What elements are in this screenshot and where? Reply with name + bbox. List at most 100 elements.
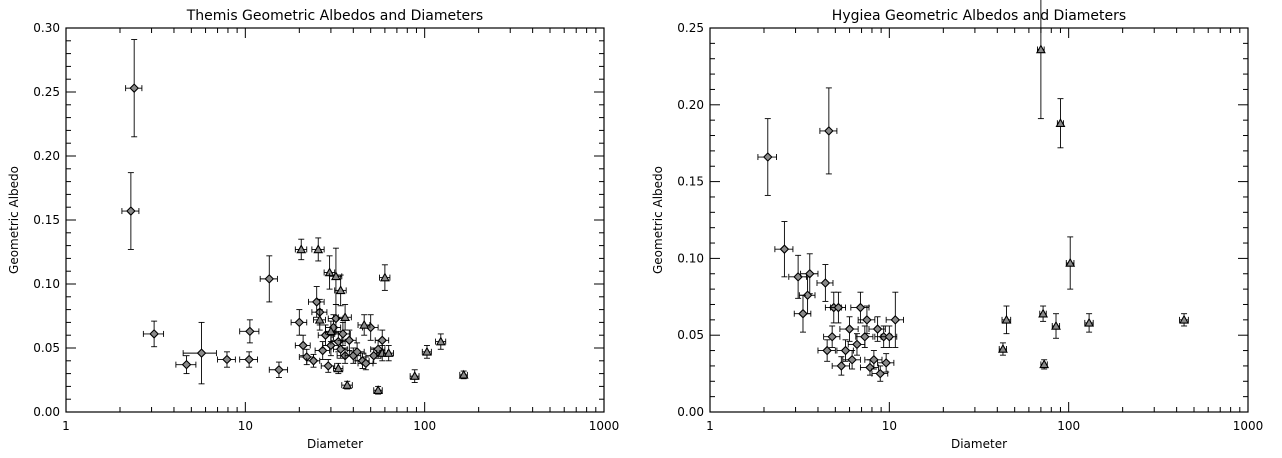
triangle-marker (1179, 314, 1189, 324)
data-point (239, 319, 260, 344)
diamond-marker (827, 331, 837, 342)
data-point (370, 339, 386, 359)
data-point (313, 309, 326, 331)
plot-frame (709, 27, 1249, 413)
data-point (1051, 313, 1061, 339)
diamond-marker (377, 335, 388, 346)
diamond-marker (824, 126, 834, 136)
triangle-marker (1035, 44, 1046, 54)
diamond-marker (244, 354, 254, 365)
y-tick-label: 0.00 (677, 405, 704, 419)
x-axis-label: Diameter (307, 437, 363, 451)
triangle-marker (325, 326, 336, 336)
diamond-marker (872, 324, 883, 334)
diamond-marker (890, 315, 901, 325)
data-point (290, 309, 308, 336)
diamond-marker (869, 354, 879, 365)
data-point (458, 369, 469, 380)
data-point (175, 355, 197, 375)
data-point (333, 362, 344, 375)
triangle-marker (998, 343, 1008, 353)
data-point (268, 361, 289, 378)
data-point (373, 385, 384, 395)
data-point (334, 321, 351, 346)
diamond-marker (365, 322, 376, 333)
diamond-marker (333, 336, 344, 347)
data-point (121, 172, 140, 250)
triangle-marker (342, 379, 353, 389)
data-point (259, 255, 278, 303)
triangle-marker (383, 347, 394, 357)
chart-panel-1: Themis Geometric Albedos and Diameters 1 1… (7, 8, 619, 451)
diamond-marker (836, 361, 847, 371)
diamond-marker (779, 244, 790, 254)
y-tick-label: 0.25 (33, 85, 60, 99)
diamond-marker (798, 308, 808, 319)
triangle-marker (435, 336, 446, 346)
y-axis-label: Geometric Albedo (7, 166, 21, 274)
triangle-marker (409, 371, 420, 380)
data-point (817, 339, 836, 362)
triangle-marker (422, 346, 432, 356)
triangle-marker (379, 272, 390, 282)
chart-title: Hygiea Geometric Albedos and Diameters (832, 8, 1126, 24)
diamond-marker (875, 368, 886, 379)
data-point (142, 320, 165, 348)
x-tick-label: 10 (238, 419, 253, 433)
y-tick-label: 0.10 (677, 251, 704, 265)
data-point (323, 255, 336, 290)
diamond-marker (847, 354, 857, 365)
data-point (877, 353, 895, 373)
data-point (823, 325, 841, 348)
data-point (421, 344, 432, 359)
diamond-marker (860, 331, 870, 342)
x-tick-label: 1 (62, 419, 70, 433)
plot-frame (65, 27, 605, 413)
data-point (334, 274, 347, 307)
data-point (341, 379, 353, 390)
data-point (294, 334, 311, 357)
diamond-marker (298, 340, 308, 351)
triangle-marker (1051, 320, 1061, 330)
data-point (217, 351, 236, 368)
data-point (1179, 313, 1189, 327)
diamond-marker (361, 358, 371, 369)
y-tick-label: 0.00 (33, 405, 60, 419)
chart-title: Themis Geometric Albedos and Diameters (186, 8, 483, 24)
diamond-marker (326, 340, 336, 351)
triangle-marker (1038, 308, 1049, 318)
y-tick-label: 0.05 (33, 341, 60, 355)
triangle-marker (313, 244, 324, 254)
data-point (329, 247, 343, 305)
diamond-marker (884, 331, 895, 342)
y-tick-label: 0.15 (33, 213, 60, 227)
y-tick-label: 0.10 (33, 277, 60, 291)
triangle-marker (359, 319, 370, 329)
data-point (871, 365, 889, 382)
diamond-marker (245, 326, 255, 337)
diamond-marker (317, 345, 328, 356)
data-point (798, 276, 816, 315)
diamond-marker (181, 359, 192, 370)
diamond-marker (308, 356, 319, 366)
diamond-marker (264, 274, 275, 284)
diamond-marker (196, 348, 207, 358)
diamond-marker (833, 302, 844, 313)
triangle-marker (330, 271, 341, 281)
data-point (816, 264, 834, 302)
diamond-marker (881, 358, 891, 368)
diamond-marker (222, 354, 232, 365)
data-point (998, 342, 1008, 356)
y-axis-label: Geometric Albedo (651, 166, 665, 274)
data-point (294, 238, 308, 261)
data-point (357, 314, 371, 336)
diamond-marker (820, 278, 831, 288)
data-point (831, 356, 850, 376)
data-point (374, 329, 390, 352)
diamond-marker (126, 206, 136, 216)
diamond-marker (840, 345, 851, 356)
diamond-marker (129, 83, 139, 93)
data-point (182, 321, 217, 385)
